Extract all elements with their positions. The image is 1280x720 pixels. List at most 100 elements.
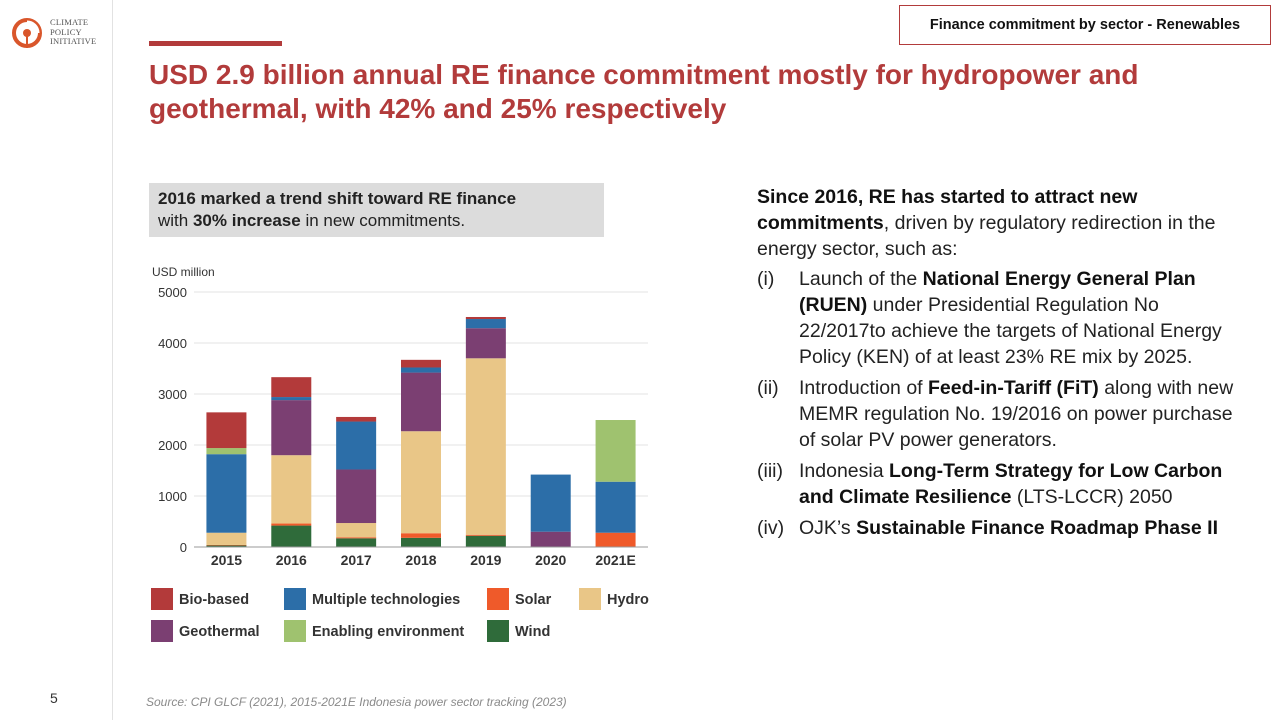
y-tick-label: 5000 [158,285,187,300]
bar-segment [271,523,312,526]
logo-text: CLIMATE POLICY INITIATIVE [50,17,97,47]
bar-segment [465,534,506,536]
list-item: (iv) OJK’s Sustainable Finance Roadmap P… [757,515,1247,541]
x-tick-label: 2015 [211,552,242,568]
legend-swatch [487,620,509,642]
legend-swatch [151,620,173,642]
legend-swatch [284,620,306,642]
bar-segment [206,544,247,546]
list-item-bold: Sustainable Finance Roadmap Phase II [856,517,1219,539]
callout-bold-1: 2016 marked a trend shift toward RE fina… [158,189,517,208]
source-note: Source: CPI GLCF (2021), 2015-2021E Indo… [146,695,567,709]
y-tick-label: 0 [180,540,187,555]
list-item-number: (iii) [757,460,783,482]
bar-segment [271,525,312,547]
list-item-bold: Long-Term Strategy for Low Carbon and Cl… [799,460,1223,508]
legend-label: Hydro [607,592,649,608]
bar-segment [336,469,377,524]
legend-swatch [284,588,306,610]
cpi-logo: CLIMATE POLICY INITIATIVE [10,14,110,54]
legend-label: Wind [515,624,550,640]
x-tick-label: 2021E [595,552,635,568]
callout-bold-2: 30% increase [192,211,301,230]
page-number: 5 [50,690,58,706]
bar-segment [401,372,441,432]
slide-title: USD 2.9 billion annual RE finance commit… [149,59,1139,124]
bar-segment [465,316,506,320]
list-item-pre: Introduction of [799,377,928,399]
bar-segment [595,481,636,533]
bar-segment [336,538,377,547]
list-item-post: along with new MEMR regulation No. 19/20… [799,377,1234,451]
legend-label: Bio-based [179,592,249,608]
x-tick-label: 2017 [341,552,372,568]
list-item: (i) Launch of the National Energy Genera… [757,266,1247,370]
bar-segment [465,358,506,535]
x-tick-label: 2020 [535,552,566,568]
legend-swatch [579,588,601,610]
y-tick-label: 4000 [158,336,187,351]
bar-segment [465,319,506,329]
legend-label: Solar [515,592,552,608]
bar-segment [401,537,441,547]
bar-segment [530,531,571,547]
logo-line-3: INITIATIVE [50,36,97,46]
bar-segment [465,535,506,547]
bar-segment [271,400,312,456]
x-tick-label: 2019 [470,552,501,568]
y-tick-label: 1000 [158,489,187,504]
list-item-number: (iv) [757,517,785,539]
list-item-pre: Launch of the [799,268,923,290]
bar-segment [206,532,247,545]
bar-segment [271,377,312,398]
bar-segment [595,532,636,547]
stacked-bar-chart: USD million 0 1000 2000 3000 4000 5000 2015 2016… [151,265,649,642]
list-item: (iii) Indonesia Long-Term Strategy for L… [757,458,1247,510]
list-item-pre: OJK’s [799,517,857,539]
list-item: (ii) Introduction of Feed-in-Tariff (FiT… [757,375,1247,453]
callout-box: 2016 marked a trend shift toward RE fina… [149,183,604,237]
callout-text-2: with [158,211,193,230]
logo-line-2: POLICY [50,26,82,37]
bar-segment [465,328,506,359]
intro-rest: , driven by regulatory redirection in th… [757,212,1216,260]
bar-segment [271,455,312,524]
x-tick-label: 2016 [276,552,307,568]
list-item-pre: Indonesia [799,460,889,482]
bar-segment [336,416,377,422]
intro-paragraph: Since 2016, RE has started to attract ne… [757,184,1247,262]
list-item-post: under Presidential Regulation No 22/2017… [799,294,1222,368]
logo-mark-icon [12,18,42,48]
bar-segment [271,397,312,401]
list-item-number: (ii) [757,377,779,399]
intro-bold: Since 2016, RE has started to attract ne… [757,186,1138,234]
bar-segment [206,545,247,547]
bar-segment [336,537,377,539]
legend-label: Multiple technologies [312,592,460,608]
legend-swatch [487,588,509,610]
legend-label: Enabling environment [312,624,464,640]
sidebar-divider [112,0,113,720]
bar-segment [401,431,441,534]
right-text-panel: Since 2016, RE has started to attract ne… [757,184,1247,546]
bar-segment [206,412,247,449]
logo-line-1: CLIMATE [50,17,89,27]
bar-segment [401,359,441,368]
legend-label: Geothermal [179,624,260,640]
title-accent-bar [149,41,282,46]
list-item-post: (LTS-LCCR) 2050 [1011,486,1173,508]
list-item-bold: Feed-in-Tariff (FiT) [928,377,1099,399]
bar-segment [401,367,441,373]
bar-segment [336,421,377,470]
x-tick-label: 2018 [405,552,436,568]
bar-segment [336,523,377,538]
y-axis-label: USD million [152,265,215,279]
bar-segment [530,474,571,532]
y-tick-label: 3000 [158,387,187,402]
section-tag: Finance commitment by sector - Renewable… [899,5,1271,45]
list-item-bold: National Energy General Plan (RUEN) [799,268,1196,316]
callout-text-3: in new commitments. [300,211,466,230]
y-tick-label: 2000 [158,438,187,453]
bar-segment [206,448,247,455]
list-item-number: (i) [757,268,775,290]
